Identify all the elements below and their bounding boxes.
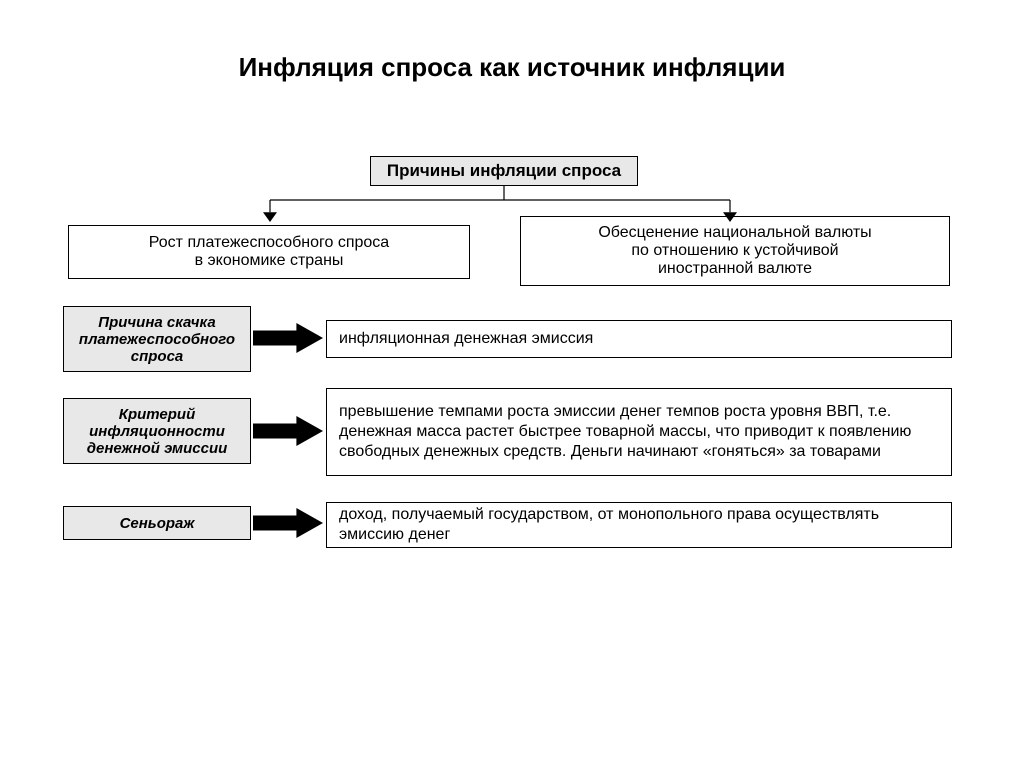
row-label-1: Критерийинфляционностиденежной эмиссии <box>63 398 251 464</box>
row-desc-0: инфляционная денежная эмиссия <box>326 320 952 358</box>
row-label-0: Причина скачкаплатежеспособногоспроса <box>63 306 251 372</box>
tree-connector <box>0 0 1024 300</box>
row-arrow-0 <box>253 323 323 353</box>
row-desc-2: доход, получаемый государством, от моноп… <box>326 502 952 548</box>
row-arrow-2 <box>253 508 323 538</box>
row-arrow-1 <box>253 416 323 446</box>
row-desc-1: превышение темпами роста эмиссии денег т… <box>326 388 952 476</box>
row-label-2: Сеньораж <box>63 506 251 540</box>
